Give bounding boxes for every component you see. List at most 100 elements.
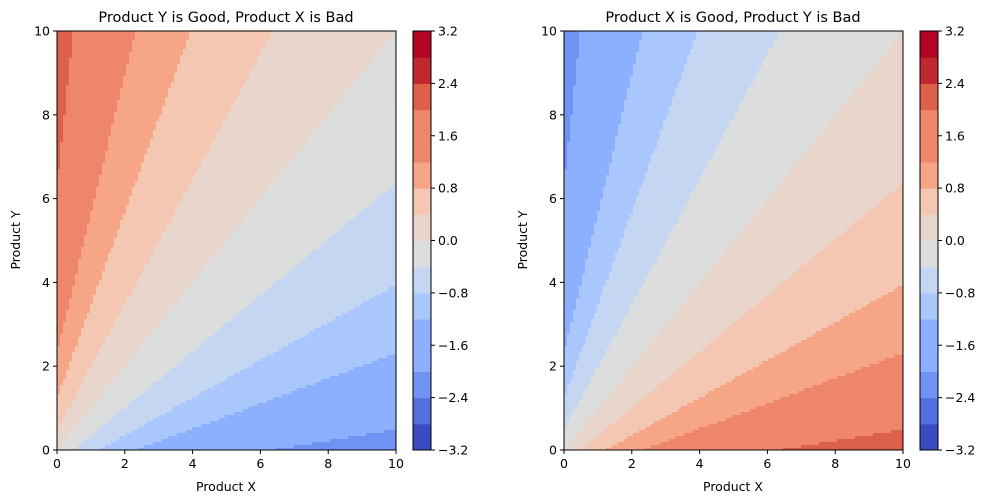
contour-cell (321, 46, 325, 50)
contour-cell (69, 55, 73, 59)
contour-cell (330, 61, 334, 65)
contour-cell (252, 61, 256, 65)
contour-cell (207, 34, 211, 38)
contour-cell (174, 61, 178, 65)
contour-cell (315, 64, 319, 68)
contour-cell (117, 34, 121, 38)
contour-cell (138, 37, 142, 41)
contour-cell (81, 37, 85, 41)
contour-cell (78, 43, 82, 47)
contour-cell (186, 76, 190, 80)
contour-cell (75, 52, 79, 56)
contour-cell (177, 70, 181, 74)
contour-cell (282, 55, 286, 59)
contour-cell (183, 73, 187, 77)
contour-cell (273, 61, 277, 65)
contour-cell (240, 61, 244, 65)
contour-cell (261, 52, 265, 56)
contour-cell (393, 58, 396, 62)
contour-cell (204, 67, 208, 71)
contour-cell (255, 52, 259, 56)
contour-cell (69, 43, 73, 47)
contour-cell (375, 52, 379, 56)
contour-cell (138, 55, 142, 59)
contour-cell (342, 64, 346, 68)
contour-cell (381, 64, 385, 68)
contour-cell (369, 46, 373, 50)
contour-cell (279, 49, 283, 53)
contour-cell (306, 55, 310, 59)
contour-cell (159, 40, 163, 44)
contour-cell (363, 43, 367, 47)
contour-cell (177, 61, 181, 65)
contour-cell (147, 43, 151, 47)
contour-cell (225, 67, 229, 71)
contour-cell (357, 61, 361, 65)
contour-cell (300, 52, 304, 56)
contour-cell (303, 46, 307, 50)
contour-cell (258, 55, 262, 59)
contour-cell (240, 67, 244, 71)
contour-cell (357, 76, 361, 80)
contour-cell (261, 49, 265, 53)
contour-cell (219, 67, 223, 71)
contour-cell (258, 34, 262, 38)
contour-cell (276, 52, 280, 56)
contour-cell (249, 70, 253, 74)
contour-cell (168, 70, 172, 74)
contour-cell (228, 55, 232, 59)
contour-cell (231, 73, 235, 77)
contour-cell (306, 49, 310, 53)
contour-cell (321, 55, 325, 59)
contour-cell (336, 31, 340, 35)
contour-cell (180, 43, 184, 47)
contour-cell (120, 64, 124, 68)
contour-cell (150, 46, 154, 50)
contour-cell (219, 40, 223, 44)
contour-cell (345, 55, 349, 59)
contour-cell (135, 31, 139, 35)
contour-cell (210, 64, 214, 68)
contour-cell (108, 76, 112, 80)
contour-cell (69, 64, 73, 68)
contour-cell (345, 61, 349, 65)
contour-cell (321, 52, 325, 56)
contour-cell (135, 55, 139, 59)
contour-cell (354, 61, 358, 65)
contour-cell (144, 76, 148, 80)
contour-cell (315, 73, 319, 77)
contour-cell (252, 73, 256, 77)
contour-cell (345, 37, 349, 41)
contour-cell (72, 79, 76, 83)
contour-cell (303, 76, 307, 80)
contour-cell (357, 31, 361, 35)
contour-cell (306, 37, 310, 41)
contour-cell (252, 49, 256, 53)
contour-cell (255, 43, 259, 47)
contour-cell (249, 37, 253, 41)
contour-cell (363, 37, 367, 41)
contour-cell (378, 46, 382, 50)
contour-cell (126, 34, 130, 38)
contour-cell (75, 55, 79, 59)
contour-cell (192, 70, 196, 74)
contour-cell (342, 34, 346, 38)
contour-cell (66, 52, 70, 56)
contour-cell (345, 67, 349, 71)
contour-cell (288, 43, 292, 47)
contour-cell (342, 31, 346, 35)
contour-cell (144, 31, 148, 35)
contour-cell (150, 70, 154, 74)
contour-cell (357, 58, 361, 62)
contour-cell (234, 37, 238, 41)
contour-cell (138, 76, 142, 80)
contour-cell (66, 55, 70, 59)
contour-cell (162, 61, 166, 65)
contour-cell (369, 76, 373, 80)
contour-cell (147, 55, 151, 59)
contour-cell (390, 76, 394, 80)
contour-cell (141, 58, 145, 62)
contour-cell (243, 76, 247, 80)
contour-cell (147, 40, 151, 44)
contour-cell (312, 64, 316, 68)
